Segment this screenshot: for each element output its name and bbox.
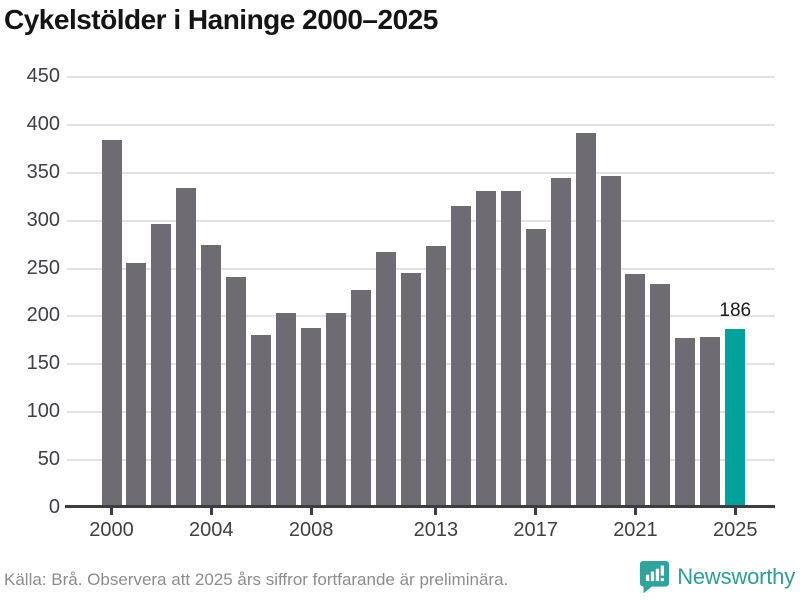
bar-2023	[675, 338, 696, 507]
plot-area	[67, 76, 775, 507]
x-axis-label-2017: 2017	[513, 519, 558, 541]
bar-2011	[375, 252, 396, 507]
x-axis-line	[65, 505, 775, 508]
x-tick-2004	[209, 508, 213, 515]
y-axis-label-250: 250	[26, 256, 60, 279]
gridline-50	[67, 459, 775, 462]
gridline-450	[67, 76, 775, 78]
bar-2005	[226, 277, 247, 507]
highlight-value-label: 186	[719, 299, 752, 321]
bar-2013	[425, 245, 446, 507]
bar-2025	[725, 328, 746, 507]
y-axis-label-400: 400	[26, 112, 60, 135]
gridline-100	[67, 411, 775, 414]
bar-2024	[700, 337, 721, 507]
y-axis-label-200: 200	[26, 304, 60, 327]
y-axis-label-100: 100	[26, 400, 60, 423]
y-axis-label-350: 350	[26, 160, 60, 183]
bar-2019	[575, 133, 596, 507]
bar-2018	[550, 177, 571, 507]
y-axis-label-0: 0	[48, 496, 60, 518]
y-axis-label-150: 150	[26, 352, 60, 375]
x-tick-2008	[309, 508, 313, 515]
source-note: Källa: Brå. Observera att 2025 års siffr…	[4, 570, 509, 589]
chart-title: Cykelstölder i Haninge 2000–2025	[4, 4, 438, 35]
x-axis: 2000 2004 2008 2013 2017 2021 2025	[67, 507, 787, 552]
bar-2008	[301, 327, 322, 507]
bar-2007	[276, 312, 297, 507]
gridline-150	[67, 363, 775, 366]
x-tick-2000	[110, 508, 113, 515]
x-axis-label-2013: 2013	[413, 519, 459, 541]
brand-name: Newsworthy	[677, 564, 795, 589]
gridline-200	[67, 315, 775, 318]
x-axis-label-2025: 2025	[713, 519, 758, 541]
bar-2022	[650, 283, 671, 507]
bar-2016	[500, 190, 521, 507]
bar-2006	[251, 334, 272, 507]
y-axis-label-450: 450	[26, 65, 60, 87]
y-axis-label-300: 300	[26, 208, 60, 231]
gridline-300	[67, 219, 775, 222]
bar-2017	[525, 229, 546, 507]
bar-2000	[101, 140, 122, 507]
bar-2009	[326, 312, 347, 507]
bar-2001	[126, 262, 147, 507]
x-tick-2013	[434, 508, 438, 515]
x-axis-label-2008: 2008	[288, 519, 334, 541]
bar-2003	[176, 188, 197, 507]
x-axis-label-2021: 2021	[613, 519, 658, 541]
x-tick-2025	[733, 508, 737, 515]
bar-2020	[600, 175, 621, 507]
bar-2021	[625, 274, 646, 507]
bar-chart-speech-bubble-icon	[639, 560, 670, 594]
bar-2015	[475, 190, 496, 507]
y-axis-label-50: 50	[37, 448, 60, 471]
x-axis-label-2004: 2004	[189, 519, 234, 541]
bar-2014	[450, 206, 471, 507]
gridline-400	[67, 123, 775, 126]
x-tick-2021	[633, 508, 637, 515]
bar-2002	[151, 223, 172, 507]
bar-2004	[201, 244, 222, 507]
x-axis-label-2000: 2000	[89, 519, 134, 541]
bar-2012	[400, 273, 421, 507]
y-axis: 0 50 100 150 200 250 300 350 400 450	[0, 65, 60, 518]
gridline-250	[67, 267, 775, 270]
newsworthy-logo: Newsworthy	[639, 559, 795, 595]
bar-2010	[351, 289, 371, 507]
x-tick-2017	[534, 508, 538, 515]
gridline-350	[67, 171, 775, 174]
